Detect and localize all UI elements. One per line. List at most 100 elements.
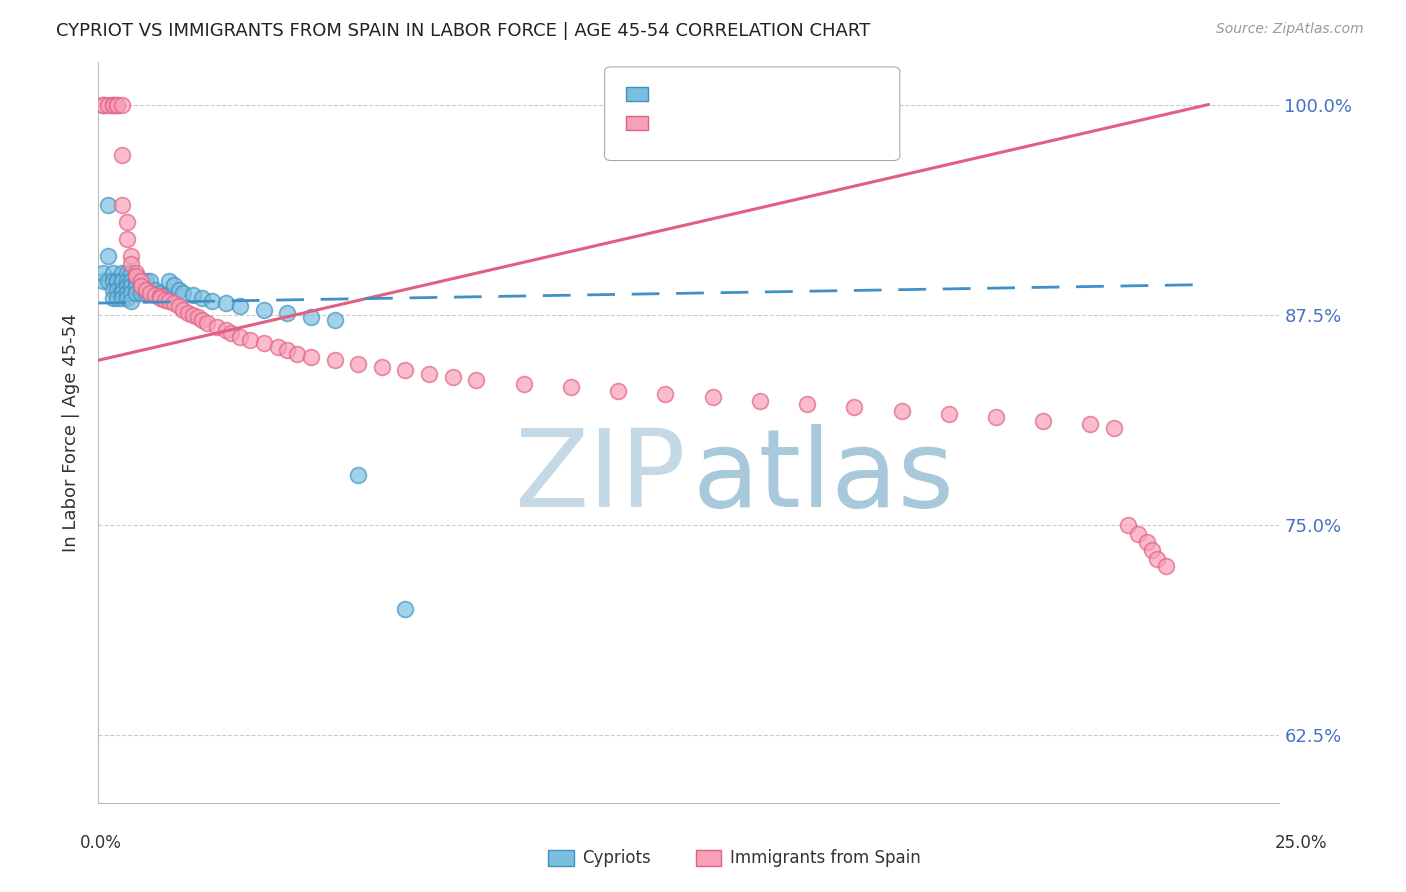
Point xyxy=(111,283,134,297)
Point xyxy=(111,291,134,305)
Point xyxy=(1154,558,1177,573)
Point xyxy=(844,401,866,415)
Point xyxy=(115,266,138,280)
Point xyxy=(239,333,262,347)
Point xyxy=(111,285,134,300)
Point xyxy=(105,97,128,112)
Text: 70: 70 xyxy=(801,113,827,131)
Point xyxy=(253,336,276,351)
Point xyxy=(371,359,394,374)
Point xyxy=(441,370,464,384)
Point xyxy=(167,300,190,314)
Point xyxy=(748,393,770,408)
Point xyxy=(111,274,134,288)
Point xyxy=(215,296,238,310)
Point xyxy=(129,279,152,293)
Point xyxy=(115,279,138,293)
Point xyxy=(91,274,114,288)
Point xyxy=(125,266,148,280)
Text: 0.0%: 0.0% xyxy=(80,834,122,852)
Point xyxy=(97,274,120,288)
Point xyxy=(125,274,148,288)
Point xyxy=(394,363,416,377)
Point xyxy=(512,376,534,391)
Point xyxy=(135,283,157,297)
Text: CYPRIOT VS IMMIGRANTS FROM SPAIN IN LABOR FORCE | AGE 45-54 CORRELATION CHART: CYPRIOT VS IMMIGRANTS FROM SPAIN IN LABO… xyxy=(56,22,870,40)
Point xyxy=(984,410,1007,425)
Point xyxy=(276,306,298,320)
Point xyxy=(121,266,143,280)
Point xyxy=(1126,526,1149,541)
Point xyxy=(111,97,134,112)
Text: Immigrants from Spain: Immigrants from Spain xyxy=(730,849,921,867)
Point xyxy=(125,269,148,284)
Point xyxy=(121,279,143,293)
Point xyxy=(1102,420,1125,434)
Point xyxy=(91,97,114,112)
Point xyxy=(129,285,152,300)
Point xyxy=(111,274,134,288)
Point xyxy=(560,380,582,394)
Point xyxy=(607,384,630,398)
Point xyxy=(172,285,194,300)
Point xyxy=(796,397,818,411)
Point xyxy=(135,274,157,288)
Point xyxy=(181,308,204,322)
Point xyxy=(418,367,440,381)
Point xyxy=(267,340,290,354)
Point xyxy=(101,97,124,112)
Point xyxy=(153,293,176,307)
Point xyxy=(149,291,172,305)
Text: 0.324: 0.324 xyxy=(696,113,752,131)
Point xyxy=(143,287,166,301)
Point xyxy=(394,602,416,616)
Point xyxy=(253,302,276,317)
Point xyxy=(101,283,124,297)
Point xyxy=(465,374,488,388)
Point xyxy=(205,319,228,334)
Point xyxy=(135,285,157,300)
Text: 56: 56 xyxy=(801,84,827,102)
Point xyxy=(1080,417,1102,432)
Point xyxy=(177,306,200,320)
Point xyxy=(285,346,308,360)
Point xyxy=(101,291,124,305)
Point xyxy=(1116,518,1139,533)
Point xyxy=(129,274,152,288)
Point xyxy=(115,215,138,229)
Point xyxy=(276,343,298,358)
Point xyxy=(299,310,322,324)
Text: 25.0%: 25.0% xyxy=(1274,834,1327,852)
Point xyxy=(1140,543,1163,558)
Point xyxy=(115,274,138,288)
Point xyxy=(1146,551,1168,566)
Point xyxy=(157,274,180,288)
Point xyxy=(229,300,252,314)
Point xyxy=(121,274,143,288)
Point xyxy=(187,310,209,324)
Point xyxy=(111,198,134,212)
Point xyxy=(139,285,162,300)
Text: N =: N = xyxy=(749,84,801,102)
Point xyxy=(125,279,148,293)
Point xyxy=(91,266,114,280)
Point xyxy=(111,266,134,280)
Point xyxy=(115,285,138,300)
Point xyxy=(347,467,370,482)
Point xyxy=(111,148,134,162)
Point xyxy=(157,294,180,309)
Point xyxy=(121,285,143,300)
Point xyxy=(101,97,124,112)
Point xyxy=(97,97,120,112)
Point xyxy=(97,198,120,212)
Point xyxy=(299,350,322,364)
Text: Cypriots: Cypriots xyxy=(582,849,651,867)
Point xyxy=(347,357,370,371)
Point xyxy=(105,274,128,288)
Point xyxy=(1136,535,1159,549)
Point xyxy=(105,283,128,297)
Point xyxy=(191,291,214,305)
Point xyxy=(149,285,172,300)
Point xyxy=(215,323,238,337)
Point xyxy=(129,279,152,293)
